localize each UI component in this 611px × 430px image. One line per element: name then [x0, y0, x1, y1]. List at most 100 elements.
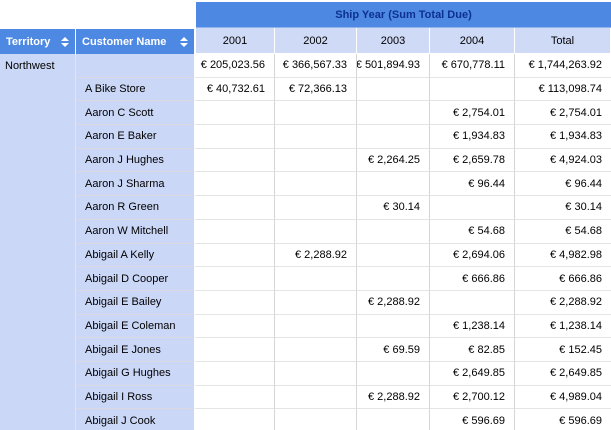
column-header-2002[interactable]: 2002	[275, 28, 357, 53]
value-cell-2002	[275, 290, 357, 315]
value-cell-2002	[275, 125, 357, 149]
value-cell-2002	[275, 101, 357, 126]
sort-desc-icon	[180, 42, 188, 47]
value-cell-total: € 54.68	[515, 219, 611, 244]
sort-asc-icon	[180, 36, 188, 41]
year-header-row: 2001 2002 2003 2004 Total	[196, 28, 611, 54]
value-cell-total: € 152.45	[515, 338, 611, 362]
table-row: Abigail E Coleman € 1,238.14 € 1,238.14	[0, 314, 611, 339]
value-cell-2003: € 501,894.93	[357, 54, 430, 78]
table-row: Aaron J Hughes € 2,264.25 € 2,659.78 € 4…	[0, 148, 611, 173]
table-row: Abigail J Cook € 596.69 € 596.69	[0, 409, 611, 430]
header-area: Territory Customer Name Ship Year (Sum T…	[0, 0, 611, 54]
table-row: Aaron W Mitchell € 54.68 € 54.68	[0, 219, 611, 244]
value-cell-2001	[196, 219, 275, 244]
territory-cell	[0, 338, 76, 362]
value-cell-2001	[196, 338, 275, 362]
value-cell-2001	[196, 267, 275, 291]
territory-cell	[0, 77, 76, 102]
table-body: Northwest € 205,023.56 € 366,567.33 € 50…	[0, 54, 611, 430]
sort-desc-icon	[61, 42, 69, 47]
table-row: Abigail E Jones € 69.59 € 82.85 € 152.45	[0, 338, 611, 362]
value-cell-2004: € 96.44	[430, 172, 515, 197]
value-cell-2001	[196, 409, 275, 430]
sort-asc-icon	[61, 36, 69, 41]
value-cell-total: € 2,754.01	[515, 101, 611, 126]
customer-cell: Aaron J Sharma	[76, 172, 196, 197]
column-header-territory[interactable]: Territory	[0, 29, 76, 54]
value-cell-2002	[275, 172, 357, 197]
table-row: Abigail A Kelly € 2,288.92 € 2,694.06 € …	[0, 243, 611, 268]
value-cell-2002: € 72,366.13	[275, 77, 357, 102]
value-cell-total: € 113,098.74	[515, 77, 611, 102]
value-cell-total: € 4,989.04	[515, 385, 611, 410]
territory-cell: Northwest	[0, 54, 76, 78]
value-cell-2004: € 666.86	[430, 267, 515, 291]
territory-cell	[0, 125, 76, 149]
value-cell-2001	[196, 290, 275, 315]
value-cell-2002	[275, 314, 357, 339]
customer-cell: Abigail G Hughes	[76, 361, 196, 386]
sort-up-down-icon[interactable]	[61, 36, 69, 47]
column-header-2004[interactable]: 2004	[430, 28, 515, 53]
value-cell-total: € 2,288.92	[515, 290, 611, 315]
value-cell-total: € 1,238.14	[515, 314, 611, 339]
value-cell-2001: € 40,732.61	[196, 77, 275, 102]
value-cell-2004: € 2,694.06	[430, 243, 515, 268]
value-cell-total: € 4,924.03	[515, 148, 611, 173]
group-header-ship-year: Ship Year (Sum Total Due)	[196, 2, 611, 28]
value-cell-total: € 1,934.83	[515, 125, 611, 149]
value-cell-2003	[357, 77, 430, 102]
value-cell-2003	[357, 409, 430, 430]
value-cell-2001	[196, 361, 275, 386]
territory-cell	[0, 172, 76, 197]
customer-cell: Aaron R Green	[76, 196, 196, 220]
value-cell-total: € 596.69	[515, 409, 611, 430]
customer-cell: A Bike Store	[76, 77, 196, 102]
territory-cell	[0, 290, 76, 315]
value-cell-total: € 4,982.98	[515, 243, 611, 268]
territory-cell	[0, 196, 76, 220]
value-cell-2002	[275, 361, 357, 386]
customer-cell: Aaron J Hughes	[76, 148, 196, 173]
value-cell-2004: € 1,238.14	[430, 314, 515, 339]
value-cell-2002	[275, 338, 357, 362]
value-cell-2004	[430, 290, 515, 315]
value-cell-2002	[275, 409, 357, 430]
column-header-2003[interactable]: 2003	[357, 28, 430, 53]
value-cell-2003: € 2,288.92	[357, 290, 430, 315]
value-cell-total: € 2,649.85	[515, 361, 611, 386]
value-cell-2004	[430, 77, 515, 102]
value-cell-2002	[275, 148, 357, 173]
value-cell-2001	[196, 385, 275, 410]
table-row: Aaron E Baker € 1,934.83 € 1,934.83	[0, 125, 611, 149]
customer-cell: Abigail E Coleman	[76, 314, 196, 339]
territory-cell	[0, 385, 76, 410]
value-cell-total: € 30.14	[515, 196, 611, 220]
value-header-area: Ship Year (Sum Total Due) 2001 2002 2003 20…	[196, 0, 611, 54]
value-cell-2002	[275, 385, 357, 410]
value-cell-2004: € 1,934.83	[430, 125, 515, 149]
territory-header-label: Territory	[6, 35, 51, 48]
value-cell-2001	[196, 125, 275, 149]
value-cell-2004: € 54.68	[430, 219, 515, 244]
column-header-customer-name[interactable]: Customer Name	[76, 29, 196, 54]
column-header-total[interactable]: Total	[515, 28, 611, 53]
territory-cell	[0, 148, 76, 173]
sort-up-down-icon[interactable]	[180, 36, 188, 47]
value-cell-2001	[196, 314, 275, 339]
table-row: Abigail I Ross € 2,288.92 € 2,700.12 € 4…	[0, 385, 611, 410]
territory-cell	[0, 409, 76, 430]
customer-cell: Aaron C Scott	[76, 101, 196, 126]
customer-cell: Aaron E Baker	[76, 125, 196, 149]
table-row: Aaron C Scott € 2,754.01 € 2,754.01	[0, 101, 611, 126]
value-cell-2002	[275, 219, 357, 244]
column-header-2001[interactable]: 2001	[196, 28, 275, 53]
customer-cell: Abigail E Jones	[76, 338, 196, 362]
value-cell-2003: € 2,264.25	[357, 148, 430, 173]
customer-cell: Aaron W Mitchell	[76, 219, 196, 244]
customer-cell	[76, 54, 196, 78]
value-cell-2004: € 2,649.85	[430, 361, 515, 386]
value-cell-2001	[196, 243, 275, 268]
